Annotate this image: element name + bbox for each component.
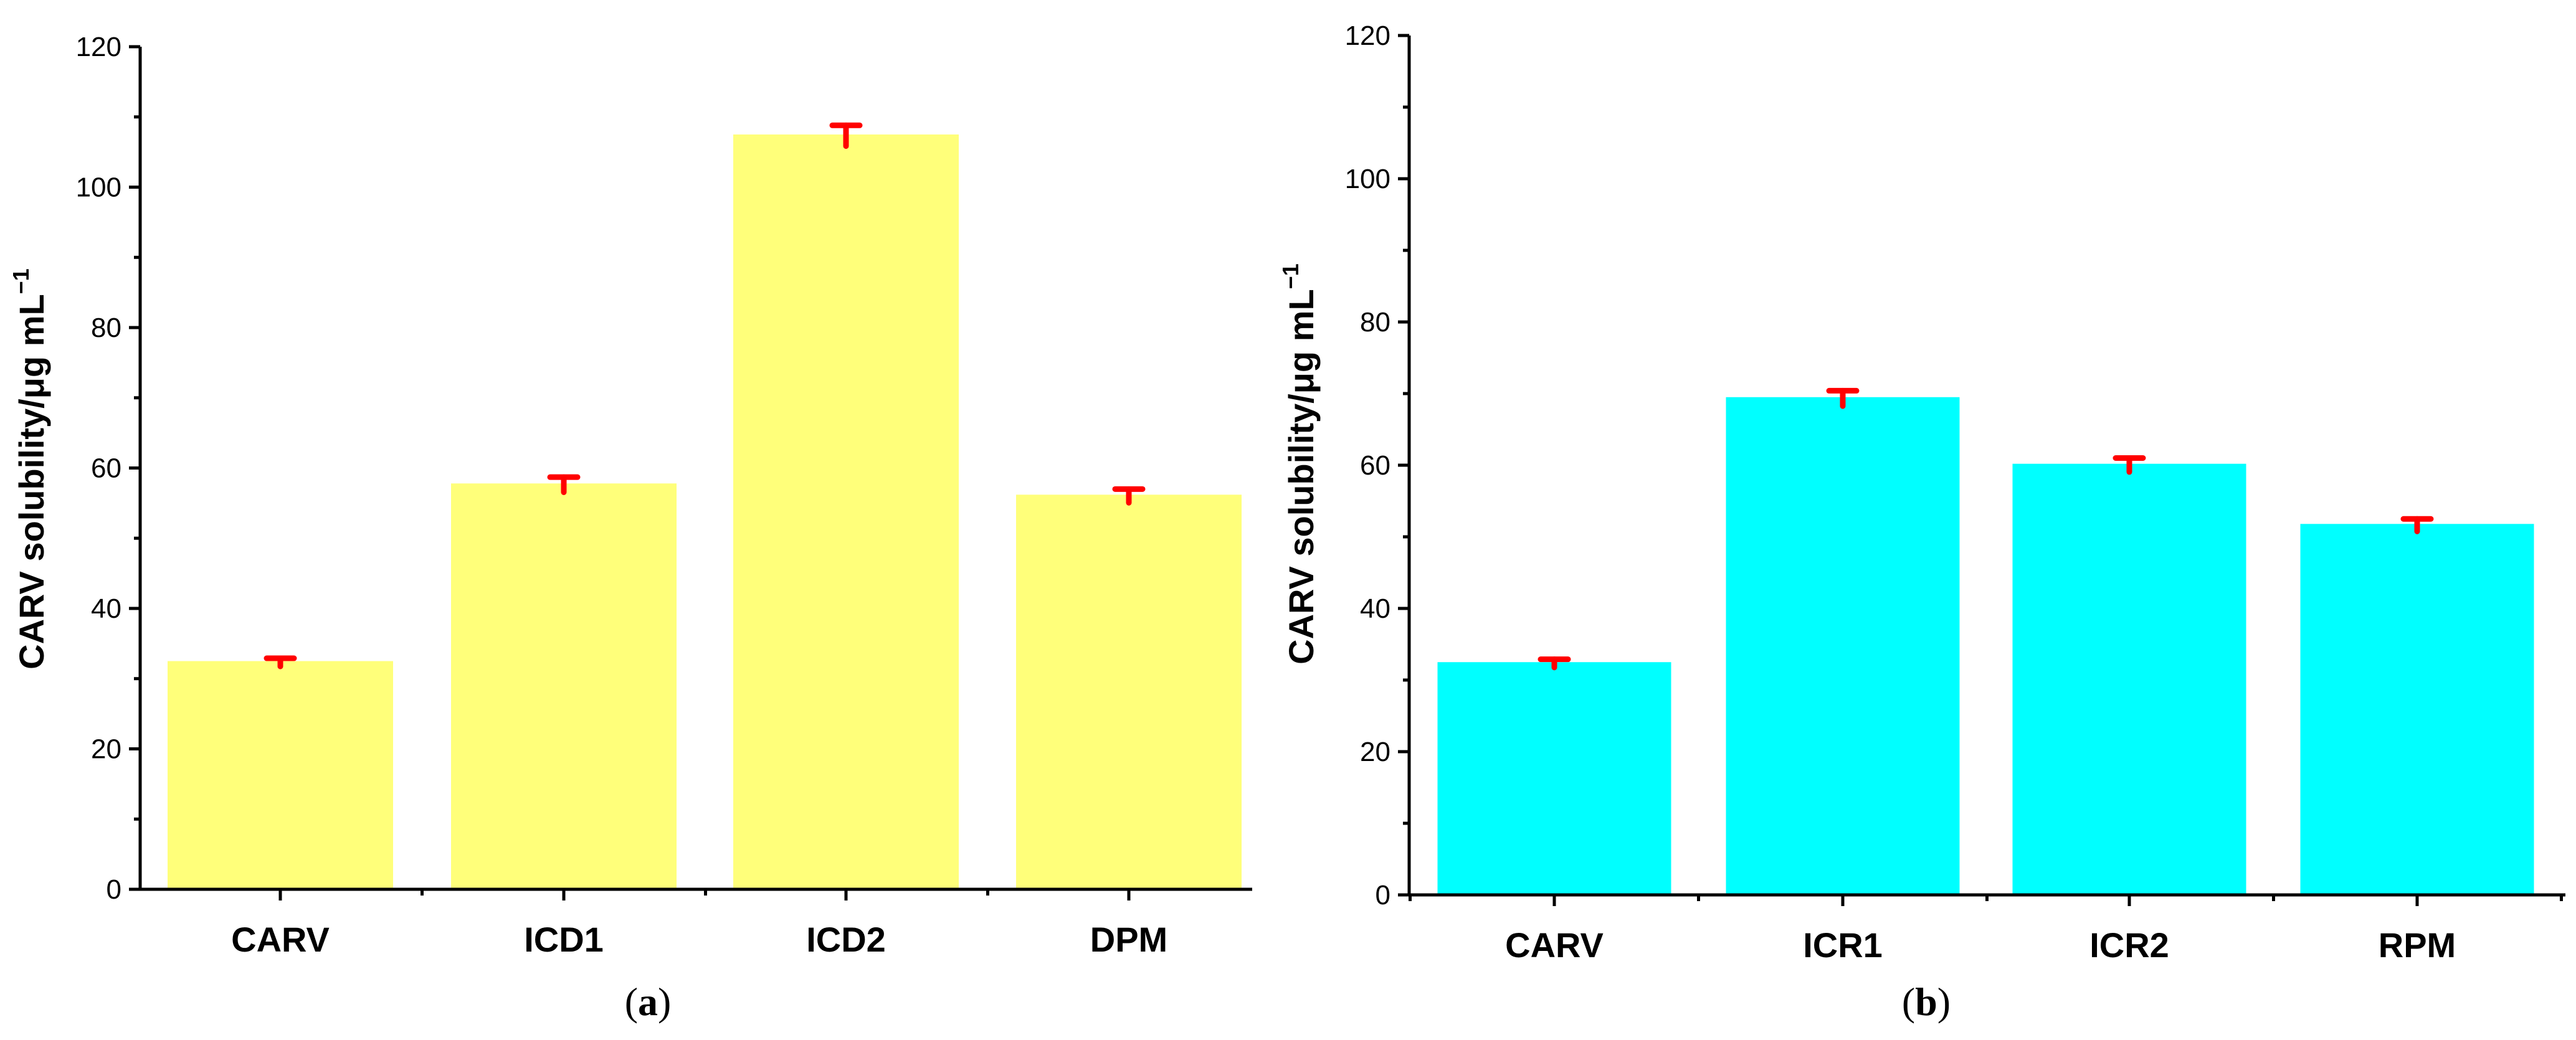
y-tick-label: 100 <box>76 173 121 203</box>
y-tick-label: 40 <box>91 593 121 624</box>
bar-dpm <box>1016 494 1242 889</box>
y-tick-label: 20 <box>91 734 121 765</box>
y-tick-label: 0 <box>107 874 121 905</box>
y-tick-label: 0 <box>1376 880 1390 910</box>
panel-letter: b <box>1915 980 1937 1024</box>
error-bar-carv <box>264 655 297 669</box>
chart-panel-b: 0 20 40 60 80 100 120 CARV ICR1 ICR2 RPM CARV solub… <box>1278 21 2565 1024</box>
bar-icd1 <box>451 483 677 889</box>
x-tick-label: ICR1 <box>1803 925 1883 965</box>
bar-icr1 <box>1726 397 1960 895</box>
error-bar-icr1 <box>1826 387 1860 409</box>
y-tick-label: 120 <box>1345 21 1390 51</box>
error-bar-icd2 <box>829 122 863 149</box>
y-tick-label: 120 <box>76 32 121 62</box>
y-axis-title-superscript: −1 <box>8 268 34 294</box>
bar-rpm <box>2300 524 2534 895</box>
bar-carv <box>168 661 393 889</box>
bar-icr2 <box>2012 463 2246 895</box>
y-tick-label: 60 <box>91 453 121 484</box>
y-tick-label: 80 <box>1360 307 1390 338</box>
y-axis-title-text: CARV solubility/μg mL <box>1281 289 1321 664</box>
x-tick-label: ICD1 <box>524 920 604 959</box>
y-tick-label: 20 <box>1360 737 1390 767</box>
y-axis-title-superscript: −1 <box>1278 263 1303 289</box>
y-tick-label: 40 <box>1360 593 1390 624</box>
x-tick-label: ICR2 <box>2089 925 2169 965</box>
y-axis-title: CARV solubility/μg mL−1 <box>8 268 51 669</box>
bar-carv <box>1437 662 1671 895</box>
error-bar-rpm <box>2400 516 2434 534</box>
y-axis-title: CARV solubility/μg mL−1 <box>1278 263 1321 664</box>
x-tick-label: RPM <box>2379 925 2456 965</box>
error-bar-dpm <box>1112 486 1146 506</box>
x-tick-label: DPM <box>1090 920 1167 959</box>
y-tick-label: 80 <box>91 313 121 343</box>
x-tick-label: ICD2 <box>806 920 886 959</box>
error-bar-icr2 <box>2113 455 2146 475</box>
panel-label: (b) <box>1902 980 1951 1024</box>
y-tick-label: 100 <box>1345 164 1390 194</box>
y-axis-title-text: CARV solubility/μg mL <box>12 294 51 669</box>
error-bar-carv <box>1538 656 1571 671</box>
chart-panel-a: 0 20 40 60 80 100 120 CARV ICD1 ICD2 DPM CARV solub… <box>8 32 1252 1024</box>
panel-label: (a) <box>625 980 672 1024</box>
error-bar-icd1 <box>547 474 581 495</box>
panel-letter: a <box>638 980 658 1024</box>
bar-icd2 <box>733 134 959 889</box>
y-tick-label: 60 <box>1360 450 1390 481</box>
x-tick-label: CARV <box>1505 925 1604 965</box>
x-tick-label: CARV <box>231 920 330 959</box>
